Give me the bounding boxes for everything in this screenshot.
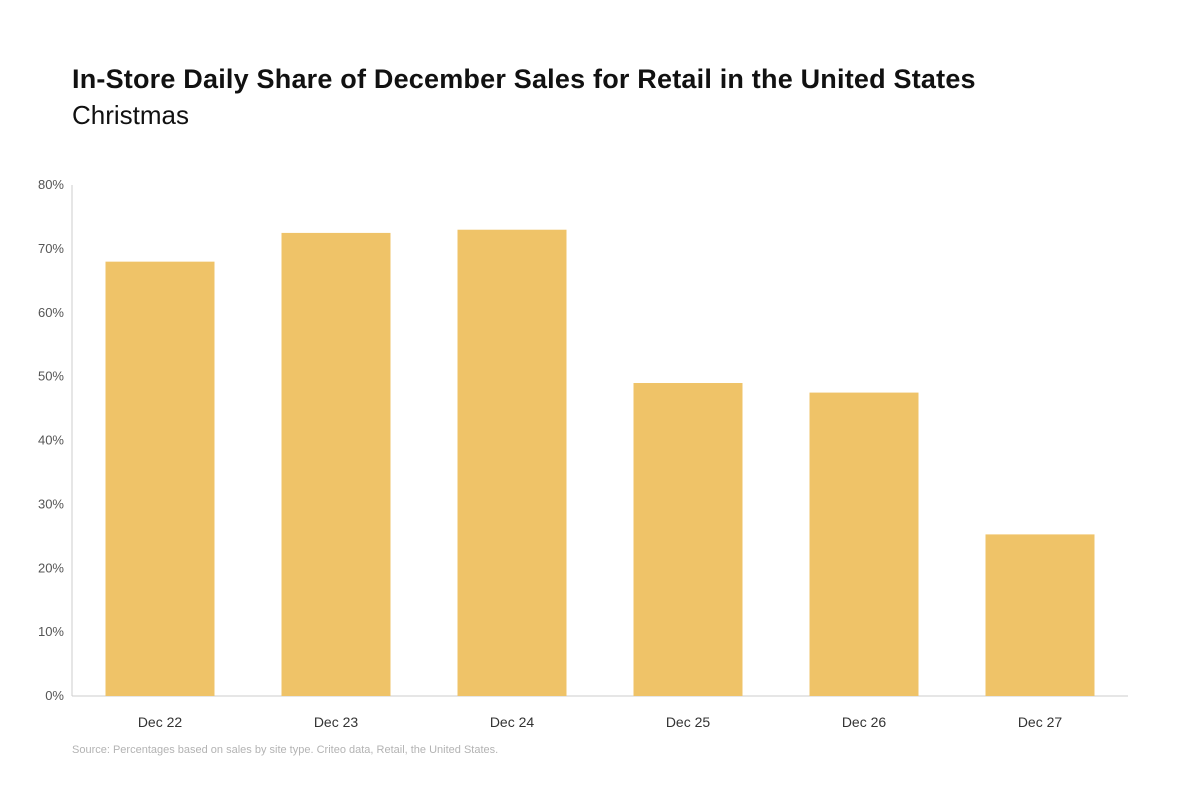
x-tick-label: Dec 22 (138, 714, 183, 730)
x-tick-label: Dec 24 (490, 714, 535, 730)
x-tick-label: Dec 26 (842, 714, 887, 730)
bar (633, 383, 743, 696)
x-tick-label: Dec 23 (314, 714, 359, 730)
y-tick-label: 10% (38, 624, 64, 639)
bar (105, 261, 215, 696)
chart-title: In-Store Daily Share of December Sales f… (72, 64, 976, 94)
x-tick-label: Dec 25 (666, 714, 711, 730)
y-tick-label: 60% (38, 305, 64, 320)
bar (457, 229, 567, 696)
bar (809, 392, 919, 696)
y-tick-label: 70% (38, 241, 64, 256)
y-axis: 0% 10% 20% 30% 40% 50% 60% 70% 80% (38, 177, 73, 703)
chart-subtitle: Christmas (72, 100, 190, 130)
y-tick-label: 80% (38, 177, 64, 192)
y-tick-label: 20% (38, 560, 64, 575)
y-tick-label: 30% (38, 496, 64, 511)
x-tick-label: Dec 27 (1018, 714, 1063, 730)
bar (281, 232, 391, 696)
y-tick-label: 0% (45, 688, 64, 703)
source-note: Source: Percentages based on sales by si… (72, 744, 499, 756)
bars (105, 229, 1095, 696)
y-tick-label: 50% (38, 369, 64, 384)
category-labels: Dec 22 Dec 23 Dec 24 Dec 25 Dec 26 Dec 27 (138, 714, 1063, 730)
y-tick-label: 40% (38, 433, 64, 448)
bar (985, 534, 1095, 696)
